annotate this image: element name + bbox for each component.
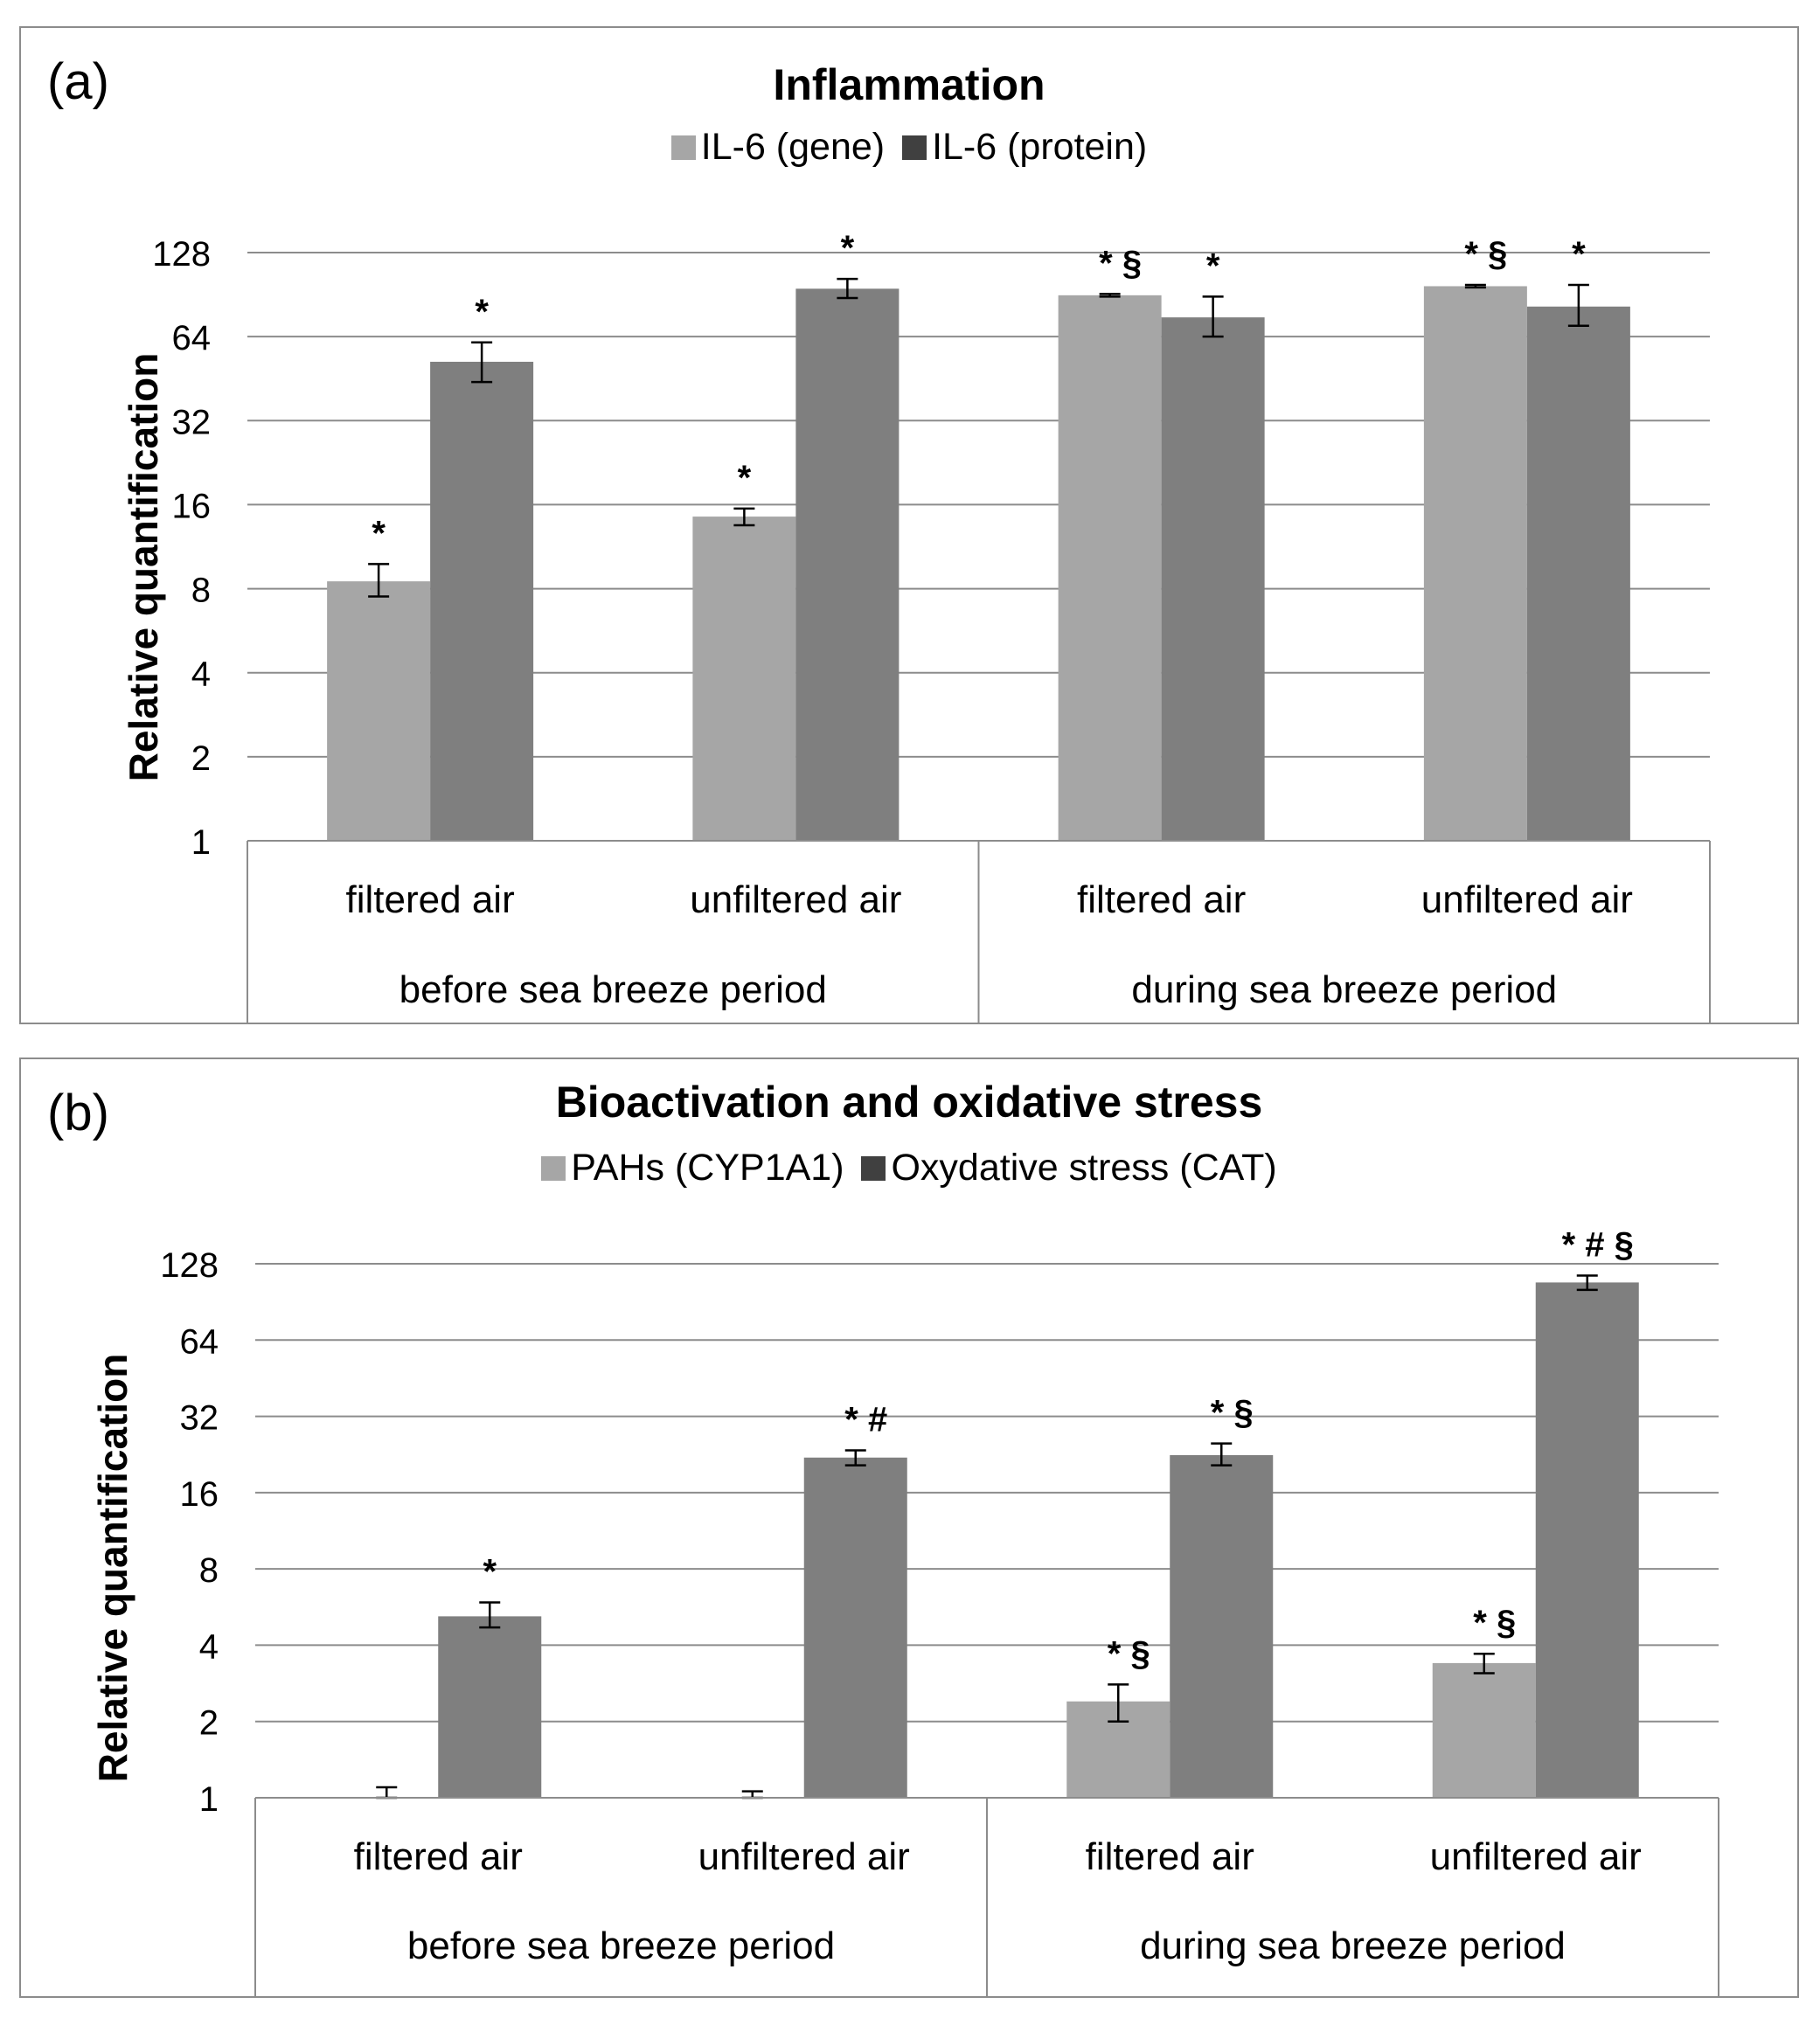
significance-label: * § (1211, 1394, 1254, 1432)
y-tick-label: 16 (180, 1475, 219, 1514)
bar (1161, 317, 1265, 842)
significance-label: * § (1108, 1634, 1150, 1673)
bar (795, 288, 900, 841)
bar (1058, 295, 1162, 841)
x-group-label: before sea breeze period (399, 968, 827, 1011)
x-category-label: unfiltered air (690, 878, 901, 921)
legend-item-pahs: PAHs (CYP1A1) (541, 1147, 844, 1189)
y-axis-label: Relative quantification (90, 1353, 135, 1783)
y-tick-label: 128 (152, 235, 211, 274)
chart-title: Bioactivation and oxidative stress (555, 1078, 1263, 1127)
legend-swatch (902, 135, 927, 160)
bar (1423, 286, 1527, 841)
significance-label: * § (1473, 1604, 1516, 1642)
bar (803, 1457, 907, 1798)
significance-label: * (1572, 235, 1586, 274)
x-category-label: unfiltered air (698, 1835, 910, 1878)
significance-label: * (483, 1552, 497, 1591)
x-category-label: filtered air (354, 1835, 523, 1878)
legend-label: Oxydative stress (CAT) (891, 1147, 1277, 1189)
x-group-label: before sea breeze period (407, 1924, 835, 1967)
y-tick-label: 32 (172, 403, 212, 441)
y-tick-label: 4 (199, 1627, 219, 1666)
panel-a-inflammation: 1 2 4 8 16 32 64 128 * * * § * § * * * * filtered air unf… (19, 26, 1799, 1024)
legend: PAHs (CYP1A1) Oxydative stress (CAT) (21, 1147, 1797, 1190)
y-tick-label: 1 (191, 823, 211, 862)
bar (1432, 1662, 1536, 1798)
bar (692, 517, 796, 841)
x-group-label: during sea breeze period (1140, 1924, 1566, 1967)
significance-label: * (475, 293, 489, 331)
significance-label: * (372, 514, 386, 552)
chart-bioactivation: 1 2 4 8 16 32 64 128 * § * § * * # * § * # § filtered … (160, 1225, 1719, 1998)
significance-label: * # (844, 1400, 887, 1439)
y-tick-label: 32 (180, 1399, 219, 1438)
legend-label: PAHs (CYP1A1) (571, 1147, 844, 1189)
x-category-label: filtered air (346, 878, 515, 921)
legend-swatch (541, 1155, 566, 1181)
x-category-label: unfiltered air (1430, 1835, 1642, 1878)
y-tick-label: 1 (199, 1780, 219, 1819)
bar (430, 361, 534, 841)
significance-label: * # § (1562, 1225, 1634, 1264)
x-category-label: filtered air (1086, 1835, 1254, 1878)
legend: IL-6 (gene) IL-6 (protein) (21, 126, 1797, 170)
y-tick-label: 2 (191, 739, 211, 778)
x-group-label: during sea breeze period (1131, 968, 1557, 1011)
panel-label: (b) (47, 1085, 109, 1141)
y-axis-label: Relative quantification (121, 352, 166, 782)
bar (327, 581, 431, 841)
significance-label: * (841, 229, 855, 267)
significance-label: * (1206, 246, 1220, 285)
legend-label: IL-6 (gene) (700, 126, 886, 168)
bar (438, 1616, 542, 1798)
legend-item-il6-protein: IL-6 (protein) (902, 126, 1147, 169)
bar (1535, 1282, 1639, 1798)
chart-title: Inflammation (773, 60, 1045, 109)
legend-swatch (861, 1155, 886, 1181)
x-category-label: unfiltered air (1421, 878, 1633, 921)
legend-swatch (670, 135, 696, 160)
legend-item-oxidative-stress: Oxydative stress (CAT) (861, 1147, 1277, 1189)
y-tick-label: 4 (191, 655, 211, 694)
x-category-label: filtered air (1077, 878, 1246, 921)
significance-label: * § (1099, 244, 1142, 282)
significance-label: * § (1464, 235, 1507, 274)
panel-label: (a) (47, 53, 109, 110)
chart-inflammation: 1 2 4 8 16 32 64 128 * * * § * § * * * * filtered air unf… (152, 229, 1711, 1024)
bar (1170, 1454, 1274, 1798)
panel-b-bioactivation: 1 2 4 8 16 32 64 128 * § * § * * # * § * # § filtered … (19, 1058, 1799, 1998)
y-tick-label: 64 (180, 1322, 219, 1361)
y-tick-label: 128 (160, 1246, 219, 1285)
y-tick-label: 64 (172, 319, 212, 357)
legend-item-il6-gene: IL-6 (gene) (670, 126, 886, 169)
y-tick-label: 8 (199, 1551, 219, 1590)
y-tick-label: 2 (199, 1704, 219, 1743)
y-tick-label: 8 (191, 572, 211, 610)
legend-label: IL-6 (protein) (932, 126, 1148, 168)
y-tick-label: 16 (172, 487, 212, 525)
significance-label: * (738, 459, 752, 497)
bar (1526, 306, 1630, 841)
